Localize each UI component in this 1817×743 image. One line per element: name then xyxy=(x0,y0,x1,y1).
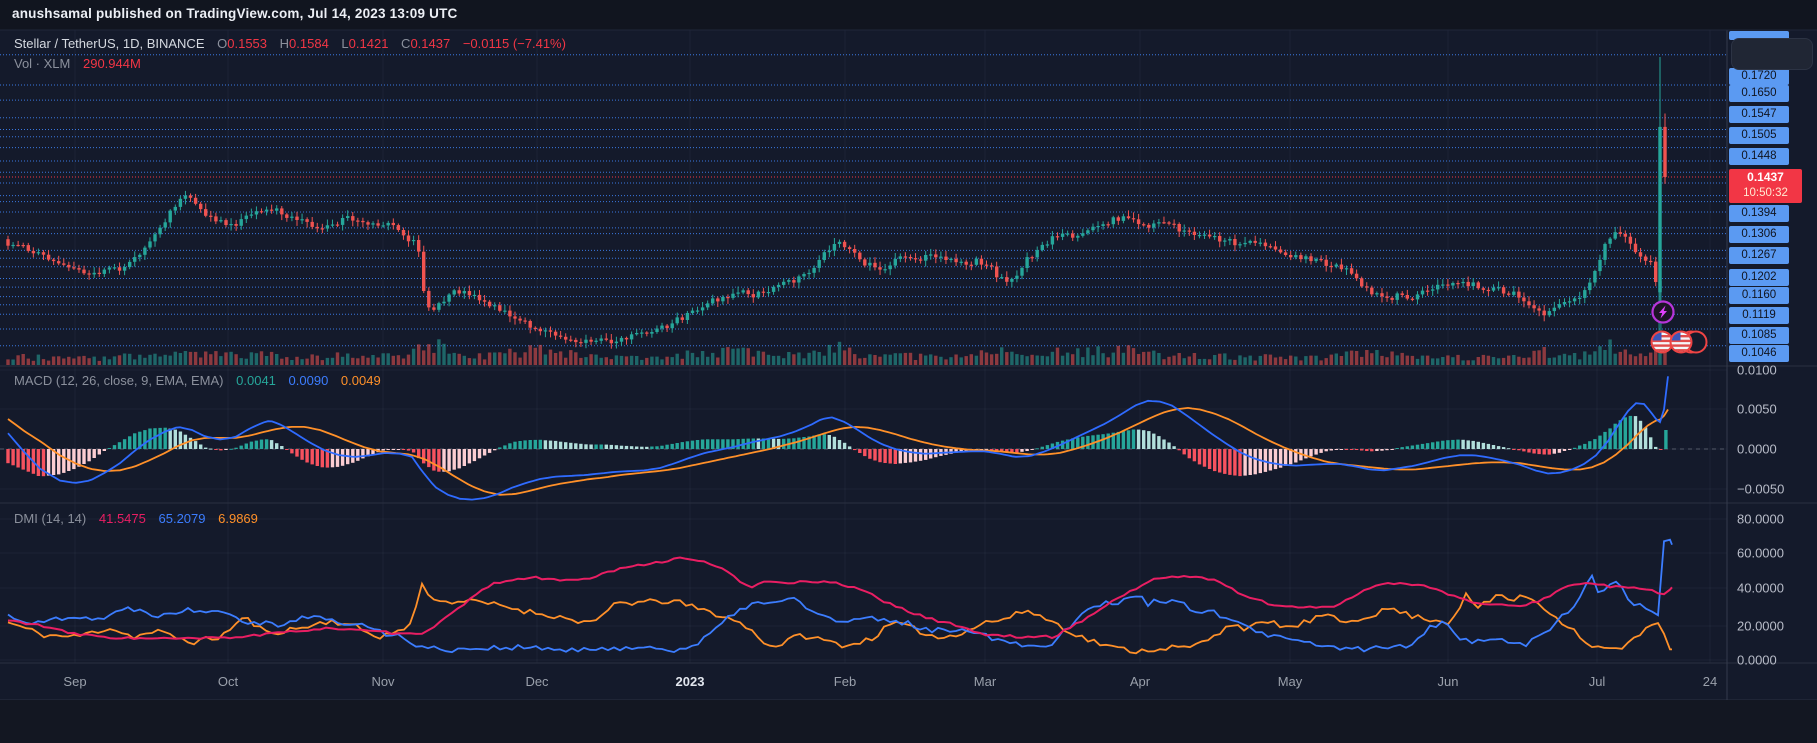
indicator-axis-label: 80.0000 xyxy=(1737,511,1784,527)
covered-label-box xyxy=(1731,38,1813,70)
current-price-value: 0.1437 xyxy=(1747,170,1784,184)
indicator-axis-label: 0.0000 xyxy=(1737,652,1777,668)
high-value: 0.1584 xyxy=(289,36,329,51)
macd-legend[interactable]: MACD (12, 26, close, 9, EMA, EMA) 0.0041… xyxy=(14,373,381,388)
volume-label: Vol · XLM xyxy=(14,56,71,71)
price-level-chip: 0.1720 xyxy=(1729,67,1789,85)
us-flag-icon xyxy=(1671,332,1691,352)
close-label: C xyxy=(401,36,411,51)
event-markers xyxy=(1650,300,1708,354)
dmi-adx-value: 41.5475 xyxy=(98,511,146,526)
open-value: 0.1553 xyxy=(227,36,268,51)
time-axis-label[interactable]: Jun xyxy=(1437,674,1459,689)
attribution-bar: anushsamal published on TradingView.com,… xyxy=(0,0,1817,30)
indicator-axis-label: 0.0100 xyxy=(1737,362,1777,378)
price-level-chip: 0.1505 xyxy=(1729,126,1789,144)
lightning-icon xyxy=(1659,305,1667,319)
price-level-chip: 0.1306 xyxy=(1729,225,1789,243)
price-level-chip: 0.1119 xyxy=(1729,306,1789,324)
macd-signal-value: 0.0049 xyxy=(340,373,381,388)
price-level-chip: 0.1085 xyxy=(1729,326,1789,344)
price-level-chip: 0.1267 xyxy=(1729,246,1789,264)
low-label: L xyxy=(341,36,349,51)
time-axis-label[interactable]: Nov xyxy=(371,674,395,689)
symbol-title[interactable]: Stellar / TetherUS, 1D, BINANCE xyxy=(14,36,205,51)
time-axis-label[interactable]: Jul xyxy=(1588,674,1606,689)
symbol-legend[interactable]: Stellar / TetherUS, 1D, BINANCE O0.1553 … xyxy=(14,36,566,51)
macd-line-value: 0.0090 xyxy=(288,373,329,388)
low-value: 0.1421 xyxy=(348,36,389,51)
indicator-axis-label: 60.0000 xyxy=(1737,545,1784,561)
change-value: −0.0115 (−7.41%) xyxy=(462,36,566,51)
indicator-axis-label: 40.0000 xyxy=(1737,580,1784,596)
price-level-chip: 0.1394 xyxy=(1729,204,1789,222)
macd-hist-value: 0.0041 xyxy=(236,373,276,388)
price-level-chip: 0.1160 xyxy=(1729,286,1789,304)
indicator-axis-label: −0.0050 xyxy=(1737,481,1785,497)
time-axis-label[interactable]: Sep xyxy=(63,674,87,689)
volume-value: 290.944M xyxy=(82,56,141,71)
footer-bar: TradingView xyxy=(0,700,1817,743)
close-value: 0.1437 xyxy=(410,36,451,51)
volume-legend[interactable]: Vol · XLM 290.944M xyxy=(14,56,141,71)
indicator-axis-label: 0.0050 xyxy=(1737,401,1777,417)
price-level-chip: 0.1046 xyxy=(1729,344,1789,362)
attribution-text: anushsamal published on TradingView.com,… xyxy=(12,6,458,21)
indicator-axis-label: 0.0000 xyxy=(1737,441,1777,457)
price-level-chip-partial xyxy=(1729,31,1789,40)
time-axis-label[interactable]: May xyxy=(1277,674,1303,689)
time-axis-label[interactable]: 2023 xyxy=(675,674,705,689)
time-axis-label[interactable]: 24 xyxy=(1702,674,1718,689)
time-axis-label[interactable]: Oct xyxy=(217,674,239,689)
price-level-chip: 0.1547 xyxy=(1729,105,1789,123)
time-axis-label[interactable]: Mar xyxy=(973,674,997,689)
current-price-badge: 0.1437 10:50:32 xyxy=(1729,169,1802,203)
price-level-chip: 0.1448 xyxy=(1729,147,1789,165)
price-level-chip: 0.1202 xyxy=(1729,268,1789,286)
dmi-minus-di-value: 6.9869 xyxy=(218,511,258,526)
time-axis-label[interactable]: Apr xyxy=(1129,674,1151,689)
dmi-label: DMI (14, 14) xyxy=(14,511,87,526)
indicator-axis-label: 20.0000 xyxy=(1737,618,1784,634)
time-axis-label[interactable]: Dec xyxy=(525,674,549,689)
dmi-plus-di-value: 65.2079 xyxy=(158,511,206,526)
high-label: H xyxy=(279,36,290,51)
time-axis-label[interactable]: Feb xyxy=(833,674,857,689)
open-label: O xyxy=(217,36,228,51)
price-level-chip: 0.1650 xyxy=(1729,84,1789,102)
macd-label: MACD (12, 26, close, 9, EMA, EMA) xyxy=(14,373,224,388)
dmi-legend[interactable]: DMI (14, 14) 41.5475 65.2079 6.9869 xyxy=(14,511,258,526)
us-flag-icon xyxy=(1652,332,1672,352)
bar-countdown: 10:50:32 xyxy=(1743,187,1788,199)
